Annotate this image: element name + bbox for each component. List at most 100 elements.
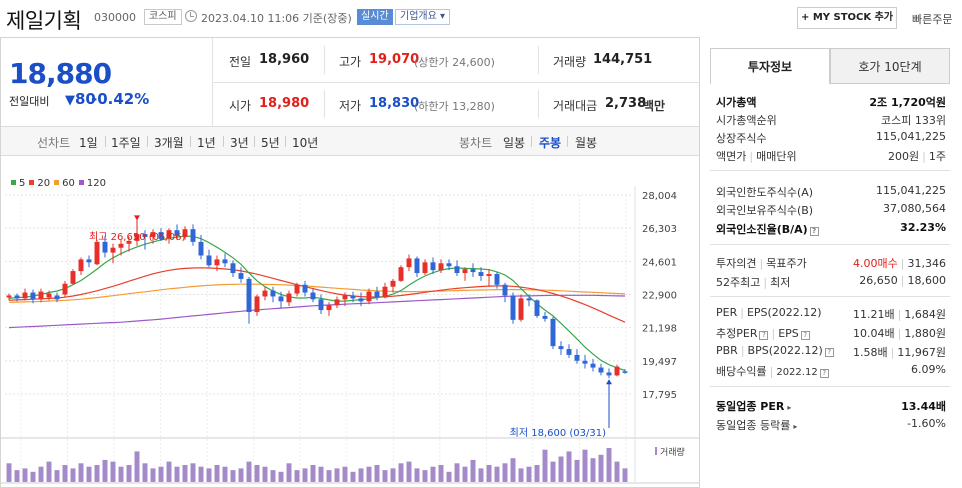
- tab-5y[interactable]: 5년: [261, 136, 280, 150]
- tab-line-chart[interactable]: 선차트: [37, 136, 71, 150]
- volume-bar: [86, 466, 92, 482]
- candle-body: [374, 291, 380, 298]
- candle: [494, 272, 500, 289]
- candle-body: [310, 292, 316, 300]
- quick-order-link[interactable]: 빠른주문: [912, 13, 953, 26]
- candle: [190, 224, 196, 246]
- help-icon[interactable]: ?: [759, 331, 769, 340]
- div-label: 배당수익률: [716, 365, 767, 378]
- candle-body: [414, 258, 420, 274]
- volume-bar: [6, 463, 12, 482]
- volume-bar: [46, 461, 52, 482]
- candle-body: [6, 295, 12, 298]
- div-value: 6.09%: [911, 363, 946, 376]
- volume-label: 거래량: [660, 446, 685, 458]
- candle-body: [446, 263, 452, 267]
- volume-bar: [174, 466, 180, 482]
- tab-candle-chart[interactable]: 봉차트: [459, 136, 493, 150]
- volume-bar: [118, 466, 124, 482]
- tab-3m[interactable]: 3개월: [154, 136, 184, 150]
- candle: [414, 256, 420, 277]
- chart-period-tabs: 선차트 1일 1주일 3개월 1년 3년 5년 10년 봉차트 일봉 주봉 월봉: [1, 126, 699, 156]
- tab-order-book[interactable]: 호가 10단계: [830, 48, 950, 84]
- volume-bar: [158, 466, 164, 482]
- tab-10y[interactable]: 10년: [292, 136, 319, 150]
- candle: [438, 259, 444, 274]
- candle: [598, 363, 604, 376]
- candle: [38, 288, 44, 303]
- candle: [286, 290, 292, 307]
- volume-bar: [246, 461, 252, 482]
- volume-bar: [366, 466, 372, 482]
- candle-body: [262, 290, 268, 297]
- industry-rate-value: -1.60%: [907, 417, 946, 430]
- volume-bar: [606, 448, 612, 482]
- volume-bar: [374, 465, 380, 482]
- eps-label: EPS(2022.12): [746, 306, 822, 319]
- volume-bar: [566, 451, 572, 482]
- candle-body: [78, 259, 84, 272]
- candle: [446, 259, 452, 271]
- y-tick-label: 17,795: [642, 390, 677, 401]
- volume-bar: [478, 468, 484, 482]
- prev-close-label: 전일: [229, 55, 252, 69]
- pbr-value: 1.58배: [853, 346, 888, 359]
- eps-value: 1,684원: [904, 308, 946, 321]
- candle-body: [390, 280, 396, 287]
- up-arrow-icon: [606, 379, 612, 385]
- candle-body: [406, 258, 412, 268]
- tab-daily[interactable]: 일봉: [503, 136, 526, 150]
- candle-body: [206, 255, 212, 266]
- add-mystock-button[interactable]: + MY STOCK 추가: [797, 7, 897, 29]
- lower-limit: (하한가 13,280): [414, 100, 495, 113]
- candle-body: [174, 230, 180, 237]
- candle: [318, 294, 324, 314]
- candle-body: [30, 292, 36, 300]
- volume-bar: [422, 470, 428, 482]
- candle: [6, 293, 12, 301]
- candle-body: [222, 259, 228, 264]
- help-icon[interactable]: ?: [819, 369, 829, 378]
- candle: [430, 257, 436, 275]
- candle-body: [214, 259, 220, 266]
- candle: [550, 316, 556, 350]
- opinion-value: 4.00매수: [853, 257, 898, 270]
- candle: [390, 278, 396, 293]
- tab-3y[interactable]: 3년: [230, 136, 249, 150]
- volume-bar: [94, 465, 100, 482]
- mktcap-rank-label: 시가총액순위: [716, 114, 777, 127]
- candle: [302, 280, 308, 297]
- company-overview-button[interactable]: 기업개요 ▾: [395, 9, 450, 25]
- volume-bar: [358, 468, 364, 482]
- candle: [326, 302, 332, 316]
- volume-bar: [398, 463, 404, 482]
- row-listed-shares: 상장주식수 115,041,225: [716, 128, 946, 146]
- tab-1y[interactable]: 1년: [197, 136, 216, 150]
- help-icon[interactable]: ?: [824, 348, 834, 357]
- volume-bar: [494, 466, 500, 482]
- tab-1d[interactable]: 1일: [79, 136, 98, 150]
- candle-body: [358, 298, 364, 302]
- target-label: 목표주가: [766, 257, 807, 270]
- candle: [222, 253, 228, 268]
- tab-monthly[interactable]: 월봉: [575, 136, 598, 150]
- candle-body: [198, 241, 204, 256]
- volume-bar: [38, 466, 44, 482]
- stock-header: 제일기획 030000 코스피 2023.04.10 11:06 기준(장중) …: [0, 0, 962, 37]
- tab-weekly[interactable]: 주봉: [539, 136, 562, 150]
- volume-bar: [214, 465, 220, 482]
- y-tick-label: 28,004: [642, 191, 677, 202]
- candle-body: [318, 299, 324, 311]
- industry-per-label: 동일업종 PER: [716, 400, 785, 413]
- tab-invest-info[interactable]: 투자정보: [710, 48, 830, 84]
- realtime-badge[interactable]: 실시간: [357, 9, 393, 25]
- volume-bar: [598, 454, 604, 482]
- tab-1w[interactable]: 1주일: [111, 136, 141, 150]
- help-icon[interactable]: ?: [800, 331, 810, 340]
- shares-value: 115,041,225: [876, 130, 946, 143]
- help-icon[interactable]: ?: [809, 227, 819, 236]
- candle-body: [510, 295, 516, 320]
- volume-bar: [574, 459, 580, 482]
- candle: [214, 255, 220, 272]
- candle: [118, 239, 124, 256]
